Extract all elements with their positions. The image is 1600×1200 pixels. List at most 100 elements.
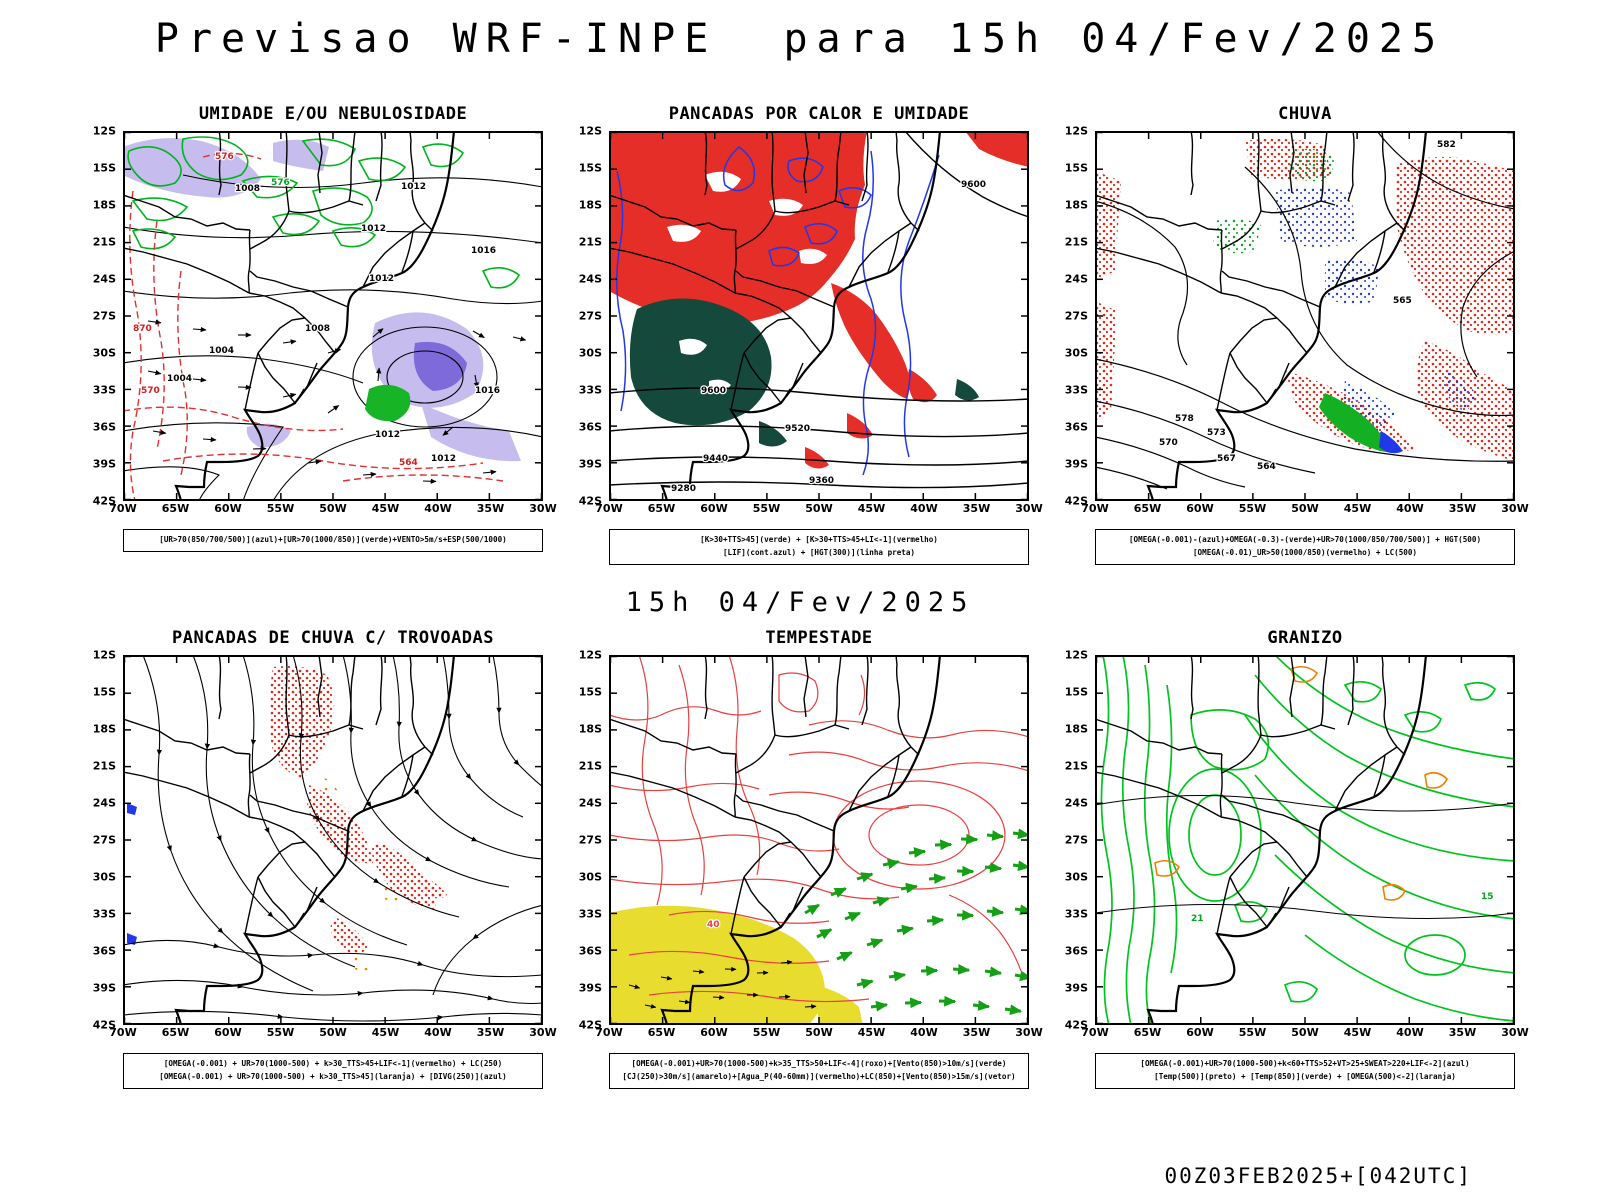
panel-chuva: CHUVA 12S 15S 18S 21S 24S 27S 30S 33S 36S 39S 42S [1057,104,1529,565]
lat-tick-label: 24S [578,272,602,286]
lon-tick-label: 70W [1081,1025,1109,1039]
lat-tick-label: 18S [1064,722,1088,736]
lon-tick-label: 55W [752,502,781,515]
lat-tick-label: 15S [578,161,602,175]
contour-label: 564 [1257,462,1276,472]
lat-tick-label: 21S [92,235,116,249]
contour-label: 9280 [671,484,696,494]
wind-vectors-black [628,959,817,1009]
axis-tick-marks [609,131,1029,501]
caption-trovoadas: [OMEGA(-0.001) + UR>70(1000-500) + k>30_… [123,1052,543,1089]
contour-label: 1008 [305,324,330,334]
contour-label: 1012 [369,274,394,284]
temp500-black-contours [1095,794,1515,919]
caption-line: [LIF](cont.azul) + [HGT(300)](linha pret… [722,547,916,557]
lon-tick-label: 55W [1238,1025,1267,1039]
map-pancadas-calor: 9600 9600 9520 9440 9360 9280 [609,131,1029,501]
map-wrap-umidade: 12S 15S 18S 21S 24S 27S 30S 33S 36S 39S 42S [93,125,543,508]
lat-tick-label: 12S [1064,648,1088,662]
lon-tick-label: 30W [1015,1025,1043,1039]
lat-tick-label: 15S [578,685,602,699]
lon-tick-label: 65W [647,502,676,515]
contour-label: 1012 [375,430,400,440]
caption-granizo: [OMEGA(-0.001)+UR>70(1000-500)+k<60+TTS>… [1095,1052,1515,1089]
lat-tick-label: 12S [578,124,602,138]
wind-arrows [147,319,527,484]
lon-tick-label: 45W [371,1025,400,1039]
green-patch [365,384,411,422]
caption-line: [OMEGA(-0.001)-(azul)+OMEGA(-0.3)-(verde… [1128,535,1482,544]
lat-tick-label: 27S [92,833,116,847]
lif-blue-contours [616,146,940,476]
lon-axis: 70W 65W 60W 55W 50W 45W 40W 35W 30W [595,501,1042,517]
lon-tick-label: 70W [109,502,137,515]
contour-label: 564 [399,458,418,468]
convective-red-areas [609,131,1029,469]
lon-tick-label: 65W [1133,1025,1162,1039]
panel-trovoadas: PANCADAS DE CHUVA C/ TROVOADAS 12S 15S 18S… [85,628,557,1089]
lat-tick-label: 27S [578,833,602,847]
contour-label: 570 [141,386,160,396]
page-title: Previsao WRF-INPE para 15h 04/Fev/2025 [154,16,1446,62]
contour-label: 1012 [361,224,386,234]
lat-tick-label: 15S [1064,161,1088,175]
lon-tick-label: 35W [476,502,505,515]
rain-blue-speckles [1275,186,1479,435]
axis-tick-marks [609,655,1029,1025]
map-wrap-granizo: 12S 15S 18S 21S 24S 27S 30S 33S 36S 39S 42S [1065,648,1515,1031]
lat-tick-label: 33S [92,907,116,921]
lon-tick-label: 50W [805,502,833,515]
lon-tick-label: 65W [161,1025,190,1039]
lat-tick-label: 18S [578,198,602,212]
contour-label: 1004 [209,346,234,356]
lon-tick-label: 60W [214,502,242,515]
lon-tick-label: 60W [700,1025,728,1039]
contour-label: 9360 [809,476,834,486]
panel-title: GRANIZO [1267,627,1343,648]
axis-tick-marks [123,131,543,501]
contour-label: 9600 [701,386,726,396]
hgt500-contours [1095,131,1515,490]
middle-datetime-label: 15h 04/Fev/2025 [625,586,975,618]
divg-blue-marks [127,802,137,945]
lat-tick-label: 36S [92,420,116,434]
lon-tick-label: 70W [1081,502,1109,515]
lon-tick-label: 60W [1186,502,1214,515]
isobars [123,174,543,501]
lat-axis: 12S 15S 18S 21S 24S 27S 30S 33S 36S 39S 42S [571,125,605,508]
panel-title: PANCADAS POR CALOR E UMIDADE [668,104,970,124]
humidity-core [413,341,467,391]
lat-tick-label: 27S [1064,309,1088,323]
lat-tick-label: 21S [1064,235,1088,249]
caption-pancadas-calor: [K>30+TTS>45](verde) + [K>30+TTS>45+LI<-… [609,529,1029,565]
lon-axis: 70W 65W 60W 55W 50W 45W 40W 35W 30W [1081,1025,1528,1041]
axis-tick-marks [1095,131,1515,501]
lon-tick-label: 40W [424,502,452,515]
map-wrap-tempestade: 12S 15S 18S 21S 24S 27S 30S 33S 36S 39S 42S [579,648,1029,1031]
lat-tick-label: 18S [92,198,116,212]
temp850-green-contours [1100,654,1515,1025]
lat-tick-label: 33S [578,383,602,397]
panel-title: UMIDADE E/OU NEBULOSIDADE [198,104,468,124]
lat-tick-label: 30S [578,346,602,360]
contour-label: 9520 [785,424,810,434]
lat-tick-label: 24S [92,796,116,810]
lon-tick-label: 30W [1015,502,1043,515]
lon-tick-label: 55W [752,1025,781,1039]
lat-tick-label: 42S [92,494,116,508]
map-wrap-pancadas-calor: 12S 15S 18S 21S 24S 27S 30S 33S 36S 39S 42S [579,125,1029,508]
map-granizo: 21 15 [1095,654,1515,1025]
lon-tick-label: 50W [319,1025,347,1039]
contour-labels: 40 [706,919,721,932]
lon-tick-label: 40W [1396,1025,1424,1039]
map-tempestade: 40 [609,654,1029,1025]
lat-tick-label: 36S [1064,944,1088,958]
lon-tick-label: 70W [595,1025,623,1039]
lat-tick-label: 24S [92,272,116,286]
caption-line: [Temp(500)](preto) + [Temp(850)](verde) … [1154,1071,1456,1081]
lon-tick-label: 60W [700,502,728,515]
contour-label: 1012 [401,182,426,192]
lat-tick-label: 15S [92,161,116,175]
thickness-dashed-red [123,152,504,501]
lat-tick-label: 12S [92,124,116,138]
